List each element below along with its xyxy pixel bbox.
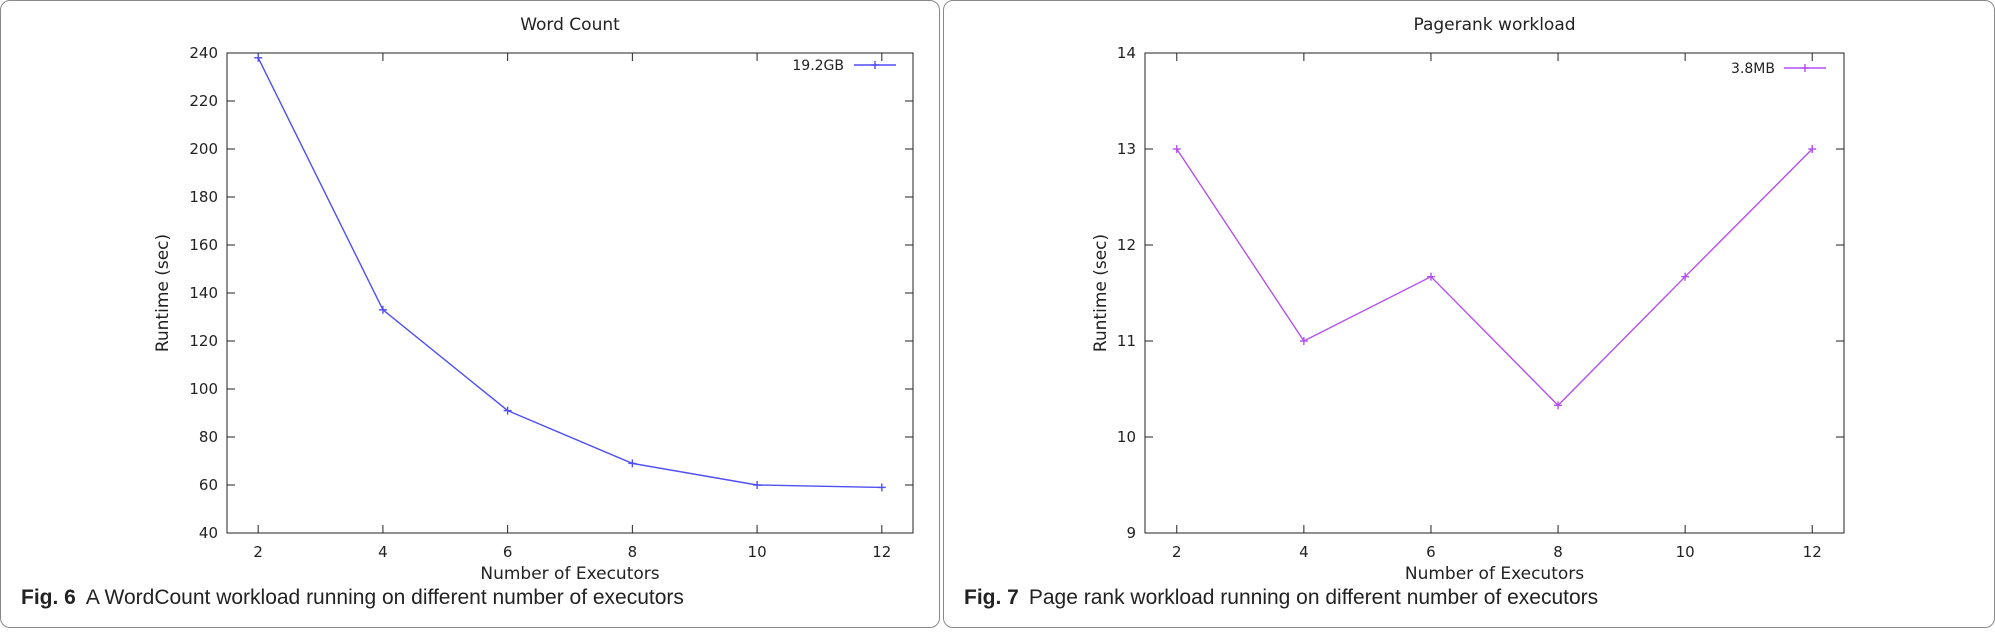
y-tick-label: 40 (199, 524, 218, 542)
chart-title: Word Count (520, 15, 620, 35)
y-tick-label: 120 (189, 332, 218, 350)
x-tick-label: 6 (1426, 543, 1436, 561)
x-tick-label: 4 (1299, 543, 1309, 561)
y-axis-title: Runtime (sec) (1091, 234, 1111, 352)
x-tick-label: 4 (378, 543, 388, 561)
figure-6-label: Fig. 6 (21, 586, 76, 609)
figure-6-caption-text: A WordCount workload running on differen… (85, 586, 684, 609)
pagerank-chart: Pagerank workload 2 4 6 8 10 12 9 10 11 12 13 14 Numb… (1091, 15, 1845, 584)
series-line (257, 57, 882, 489)
y-tick-label: 160 (189, 236, 218, 254)
y-tick-label: 60 (199, 476, 218, 494)
data-point (1299, 337, 1308, 345)
figure-7-panel: Pagerank workload 2 4 6 8 10 12 9 10 11 12 13 14 Numb… (943, 0, 1995, 628)
data-point (628, 459, 637, 468)
plot-frame (1144, 52, 1845, 534)
y-axis-title: Runtime (sec) (153, 234, 173, 352)
plot-frame (226, 52, 914, 534)
data-point (503, 406, 512, 415)
y-tick-label: 140 (189, 284, 218, 302)
data-point (1554, 401, 1563, 410)
data-point (1426, 272, 1435, 281)
x-tick-label: 12 (872, 543, 891, 561)
figure-6-caption: Fig. 6 A WordCount workload running on di… (21, 586, 684, 610)
series-line (1176, 148, 1813, 407)
legend-label: 3.8MB (1731, 61, 1775, 77)
chart-title: Pagerank workload (1413, 15, 1575, 35)
word-count-chart: Word Count 2 4 6 8 10 12 40 60 80 100 120 140 160 180 2… (153, 15, 914, 584)
figure-7-label: Fig. 7 (964, 586, 1019, 609)
data-point (378, 305, 387, 314)
x-tick-label: 8 (628, 543, 638, 561)
data-point (877, 483, 886, 492)
figure-7-caption: Fig. 7 Page rank workload running on diff… (964, 586, 1598, 610)
figure-6-panel: Word Count 2 4 6 8 10 12 40 60 80 100 120 140 160 180 2… (0, 0, 940, 628)
x-tick-label: 10 (748, 543, 767, 561)
x-tick-label: 10 (1676, 543, 1695, 561)
x-tick-label: 2 (253, 543, 263, 561)
y-tick-label: 11 (1117, 332, 1136, 350)
data-point (254, 53, 263, 62)
legend-label: 19.2GB (792, 58, 844, 74)
x-axis-title: Number of Executors (480, 564, 659, 584)
y-tick-label: 240 (189, 44, 218, 62)
y-tick-label: 220 (189, 92, 218, 110)
figure-7-caption-text: Page rank workload running on different … (1028, 586, 1599, 609)
x-tick-label: 8 (1553, 543, 1563, 561)
y-tick-label: 180 (189, 188, 218, 206)
data-point (1808, 145, 1817, 153)
y-tick-label: 13 (1117, 140, 1136, 158)
x-tick-label: 6 (503, 543, 513, 561)
data-point (1681, 272, 1690, 281)
x-tick-label: 12 (1803, 543, 1822, 561)
y-tick-label: 9 (1126, 524, 1136, 542)
y-tick-label: 12 (1117, 236, 1136, 254)
x-tick-label: 2 (1172, 543, 1182, 561)
y-tick-label: 80 (199, 428, 218, 446)
y-tick-label: 100 (189, 380, 218, 398)
y-tick-label: 10 (1117, 428, 1136, 446)
data-point (1172, 145, 1181, 153)
y-tick-label: 14 (1117, 44, 1136, 62)
y-tick-label: 200 (189, 140, 218, 158)
x-axis-title: Number of Executors (1405, 564, 1584, 584)
data-point (753, 481, 762, 489)
